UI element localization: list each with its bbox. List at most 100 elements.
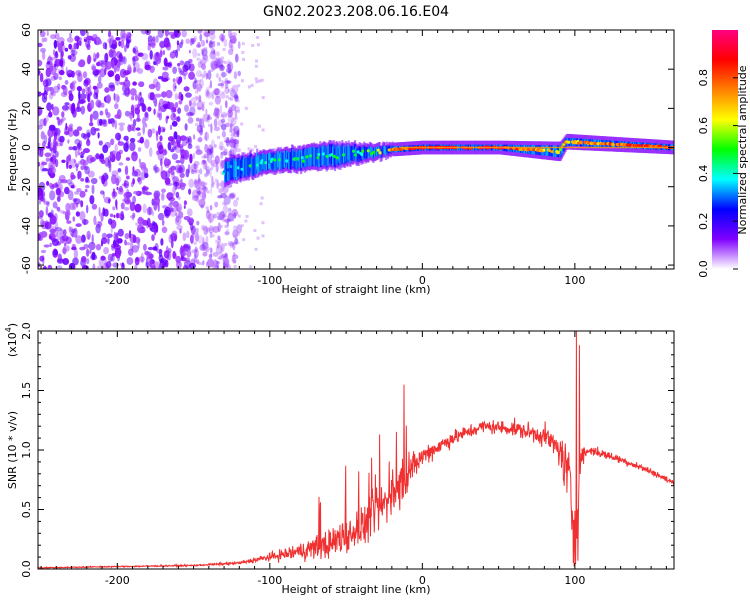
noise-blob: [185, 92, 192, 98]
noise-blob: [172, 78, 176, 83]
noise-blob: [49, 242, 52, 248]
y-tick-label: 60: [20, 23, 33, 37]
noise-blob: [228, 48, 234, 56]
noise-blob: [233, 130, 239, 138]
noise-blob: [78, 90, 81, 101]
noise-blob: [220, 33, 224, 37]
noise-blob: [80, 151, 85, 156]
noise-blob: [205, 58, 209, 62]
noise-blob: [224, 243, 228, 246]
y-tick-label: 0.0: [20, 560, 33, 578]
noise-blob: [151, 234, 155, 242]
noise-blob: [228, 207, 231, 211]
noise-blob: [220, 147, 224, 151]
noise-blob: [194, 77, 197, 84]
noise-blob: [86, 248, 90, 257]
noise-blob: [188, 245, 191, 251]
noise-blob: [228, 192, 235, 198]
colorbar-tick-label: 0.4: [697, 165, 710, 183]
noise-blob: [137, 216, 144, 225]
noise-blob: [213, 118, 218, 128]
noise-blob: [54, 227, 63, 232]
noise-blob: [152, 220, 156, 226]
noise-blob: [74, 35, 80, 42]
noise-blob: [172, 250, 176, 260]
noise-blob: [231, 37, 236, 44]
noise-blob: [241, 51, 245, 54]
noise-blob: [103, 247, 110, 255]
noise-blob: [233, 138, 237, 148]
colorbar-gradient: [712, 30, 738, 269]
noise-blob: [195, 123, 199, 127]
noise-blob: [166, 115, 170, 120]
colorbar-label: Normalized spectral amplitude: [736, 65, 749, 234]
noise-blob: [160, 165, 163, 175]
noise-blob: [123, 192, 130, 199]
noise-blob: [228, 30, 232, 39]
noise-blob: [43, 265, 47, 269]
noise-blob: [219, 64, 225, 72]
noise-blob: [89, 99, 95, 110]
noise-blob: [211, 90, 215, 100]
noise-blob: [219, 214, 223, 218]
noise-blob: [224, 258, 228, 262]
noise-blob: [177, 63, 181, 67]
noise-blob: [172, 81, 177, 92]
noise-blob: [226, 80, 231, 84]
noise-blob: [233, 264, 237, 268]
noise-blob: [222, 48, 226, 51]
noise-blob: [118, 122, 125, 126]
noise-blob: [38, 124, 43, 130]
x-tick-label: -100: [257, 274, 282, 287]
noise-blob: [88, 90, 93, 96]
noise-blob: [165, 170, 171, 178]
noise-blob: [65, 209, 71, 217]
noise-blob: [168, 167, 173, 174]
noise-blob: [131, 245, 139, 253]
noise-blob: [225, 67, 232, 73]
noise-blob: [241, 79, 244, 83]
noise-blob: [132, 119, 137, 127]
noise-blob: [171, 239, 174, 249]
noise-blob: [92, 34, 98, 39]
noise-blob: [168, 234, 174, 244]
noise-blob: [256, 236, 260, 240]
noise-blob: [40, 218, 45, 228]
noise-blob: [66, 220, 72, 224]
noise-blob: [188, 49, 191, 54]
noise-blob: [116, 109, 122, 120]
noise-blob: [80, 200, 84, 208]
noise-blob: [182, 232, 187, 242]
noise-blob: [49, 228, 56, 234]
noise-blob: [204, 31, 211, 37]
noise-blob: [196, 100, 204, 111]
noise-blob: [175, 116, 180, 122]
noise-blob: [122, 56, 127, 65]
noise-blob: [43, 37, 48, 42]
noise-blob: [95, 153, 100, 160]
noise-blob: [228, 97, 232, 100]
noise-blob: [251, 44, 255, 47]
noise-blob: [161, 91, 167, 98]
noise-blob: [131, 126, 137, 132]
noise-blob: [171, 120, 178, 127]
noise-blob: [182, 149, 190, 160]
noise-blob: [48, 182, 53, 188]
noise-blob: [91, 65, 97, 71]
noise-blob: [93, 215, 97, 226]
noise-blob: [164, 259, 169, 268]
noise-blob: [179, 228, 182, 234]
noise-blob: [159, 50, 163, 58]
noise-blob: [197, 235, 204, 244]
noise-blob: [110, 43, 117, 49]
spectrogram-y-ticks: -60 -40 -20 0 20 40 60: [20, 23, 674, 274]
noise-blob: [62, 85, 68, 96]
noise-blob: [104, 157, 110, 167]
noise-blob: [58, 174, 66, 182]
noise-blob: [213, 49, 216, 55]
noise-blob: [194, 169, 197, 174]
noise-blob: [196, 57, 200, 61]
noise-blob: [216, 212, 220, 216]
noise-blob: [54, 150, 59, 158]
noise-blob: [186, 243, 191, 250]
